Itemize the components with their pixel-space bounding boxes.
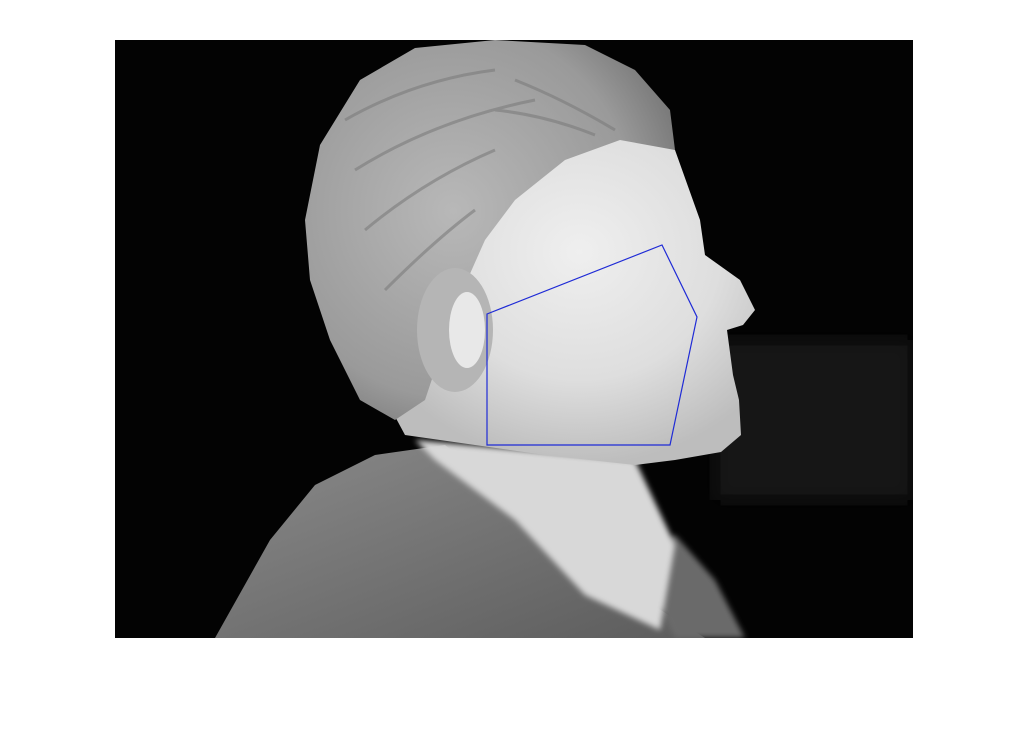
image-axes xyxy=(115,40,913,638)
background-glow xyxy=(715,340,913,500)
ear-inner xyxy=(449,292,485,368)
hair xyxy=(305,40,675,420)
thermal-image xyxy=(115,40,913,638)
hair-strands xyxy=(344,68,616,292)
neck xyxy=(415,440,675,630)
roi-polygon xyxy=(486,244,698,446)
